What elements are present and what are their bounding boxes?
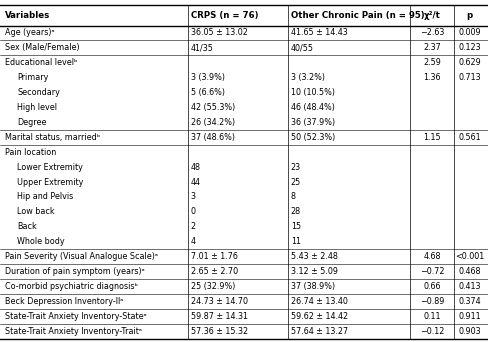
Text: 2.37: 2.37: [423, 43, 441, 52]
Text: 46 (48.4%): 46 (48.4%): [291, 103, 335, 112]
Text: High level: High level: [17, 103, 57, 112]
Text: 0.911: 0.911: [458, 312, 481, 321]
Text: Sex (Male/Female): Sex (Male/Female): [5, 43, 80, 52]
Text: 48: 48: [191, 163, 201, 172]
Text: Degree: Degree: [17, 118, 46, 127]
Text: 1.15: 1.15: [423, 133, 441, 142]
Text: 26.74 ± 13.40: 26.74 ± 13.40: [291, 297, 348, 306]
Text: 59.62 ± 14.42: 59.62 ± 14.42: [291, 312, 348, 321]
Text: 3.12 ± 5.09: 3.12 ± 5.09: [291, 267, 338, 276]
Text: 0.468: 0.468: [458, 267, 481, 276]
Text: 5.43 ± 2.48: 5.43 ± 2.48: [291, 252, 338, 261]
Text: 59.87 ± 14.31: 59.87 ± 14.31: [191, 312, 248, 321]
Text: 25: 25: [291, 177, 301, 186]
Text: 44: 44: [191, 177, 201, 186]
Text: Pain location: Pain location: [5, 148, 57, 157]
Text: Marital status, marriedᵇ: Marital status, marriedᵇ: [5, 133, 101, 142]
Text: 41/35: 41/35: [191, 43, 214, 52]
Text: 0.629: 0.629: [458, 58, 481, 67]
Text: 0.374: 0.374: [458, 297, 481, 306]
Text: 2.59: 2.59: [423, 58, 441, 67]
Text: State-Trait Anxiety Inventory-Stateᵃ: State-Trait Anxiety Inventory-Stateᵃ: [5, 312, 147, 321]
Text: Other Chronic Pain (n = 95): Other Chronic Pain (n = 95): [291, 11, 425, 20]
Text: 2.65 ± 2.70: 2.65 ± 2.70: [191, 267, 238, 276]
Text: Variables: Variables: [5, 11, 51, 20]
Text: 42 (55.3%): 42 (55.3%): [191, 103, 235, 112]
Text: 8: 8: [291, 193, 296, 201]
Text: 50 (52.3%): 50 (52.3%): [291, 133, 335, 142]
Text: Duration of pain symptom (years)ᵃ: Duration of pain symptom (years)ᵃ: [5, 267, 145, 276]
Text: Hip and Pelvis: Hip and Pelvis: [17, 193, 73, 201]
Text: 3 (3.2%): 3 (3.2%): [291, 73, 325, 82]
Text: −0.89: −0.89: [420, 297, 444, 306]
Text: 0: 0: [191, 207, 196, 216]
Text: 26 (34.2%): 26 (34.2%): [191, 118, 235, 127]
Text: 0.11: 0.11: [423, 312, 441, 321]
Text: 0.123: 0.123: [458, 43, 481, 52]
Text: 36 (37.9%): 36 (37.9%): [291, 118, 335, 127]
Text: 57.36 ± 15.32: 57.36 ± 15.32: [191, 327, 248, 336]
Text: 28: 28: [291, 207, 301, 216]
Text: Primary: Primary: [17, 73, 48, 82]
Text: Educational levelᵇ: Educational levelᵇ: [5, 58, 78, 67]
Text: 5 (6.6%): 5 (6.6%): [191, 88, 225, 97]
Text: Beck Depression Inventory-IIᵃ: Beck Depression Inventory-IIᵃ: [5, 297, 124, 306]
Text: 0.713: 0.713: [458, 73, 481, 82]
Text: 41.65 ± 14.43: 41.65 ± 14.43: [291, 28, 347, 38]
Text: 4: 4: [191, 237, 196, 246]
Text: 37 (38.9%): 37 (38.9%): [291, 282, 335, 291]
Text: State-Trait Anxiety Inventory-Traitᵃ: State-Trait Anxiety Inventory-Traitᵃ: [5, 327, 142, 336]
Text: 23: 23: [291, 163, 301, 172]
Text: 4.68: 4.68: [423, 252, 441, 261]
Text: 36.05 ± 13.02: 36.05 ± 13.02: [191, 28, 248, 38]
Text: 57.64 ± 13.27: 57.64 ± 13.27: [291, 327, 348, 336]
Text: Upper Extremity: Upper Extremity: [17, 177, 83, 186]
Text: 10 (10.5%): 10 (10.5%): [291, 88, 335, 97]
Text: Age (years)ᵃ: Age (years)ᵃ: [5, 28, 55, 38]
Text: 3: 3: [191, 193, 196, 201]
Text: 15: 15: [291, 222, 301, 231]
Text: 1.36: 1.36: [423, 73, 441, 82]
Text: p: p: [467, 11, 473, 20]
Text: 0.561: 0.561: [458, 133, 481, 142]
Text: −0.72: −0.72: [420, 267, 444, 276]
Text: 0.66: 0.66: [423, 282, 441, 291]
Text: 11: 11: [291, 237, 301, 246]
Text: 7.01 ± 1.76: 7.01 ± 1.76: [191, 252, 238, 261]
Text: <0.001: <0.001: [455, 252, 484, 261]
Text: Pain Severity (Visual Analogue Scale)ᵃ: Pain Severity (Visual Analogue Scale)ᵃ: [5, 252, 159, 261]
Text: Lower Extremity: Lower Extremity: [17, 163, 83, 172]
Text: CRPS (n = 76): CRPS (n = 76): [191, 11, 258, 20]
Text: 3 (3.9%): 3 (3.9%): [191, 73, 225, 82]
Text: Secondary: Secondary: [17, 88, 60, 97]
Text: 0.009: 0.009: [458, 28, 481, 38]
Text: 2: 2: [191, 222, 196, 231]
Text: 24.73 ± 14.70: 24.73 ± 14.70: [191, 297, 248, 306]
Text: 37 (48.6%): 37 (48.6%): [191, 133, 235, 142]
Text: χ²/t: χ²/t: [424, 11, 440, 20]
Text: −2.63: −2.63: [420, 28, 444, 38]
Text: Co-morbid psychiatric diagnosisᵇ: Co-morbid psychiatric diagnosisᵇ: [5, 282, 139, 291]
Text: Whole body: Whole body: [17, 237, 65, 246]
Text: −0.12: −0.12: [420, 327, 444, 336]
Text: 40/55: 40/55: [291, 43, 314, 52]
Text: 0.903: 0.903: [458, 327, 481, 336]
Text: Low back: Low back: [17, 207, 55, 216]
Text: 0.413: 0.413: [458, 282, 481, 291]
Text: 25 (32.9%): 25 (32.9%): [191, 282, 235, 291]
Text: Back: Back: [17, 222, 37, 231]
